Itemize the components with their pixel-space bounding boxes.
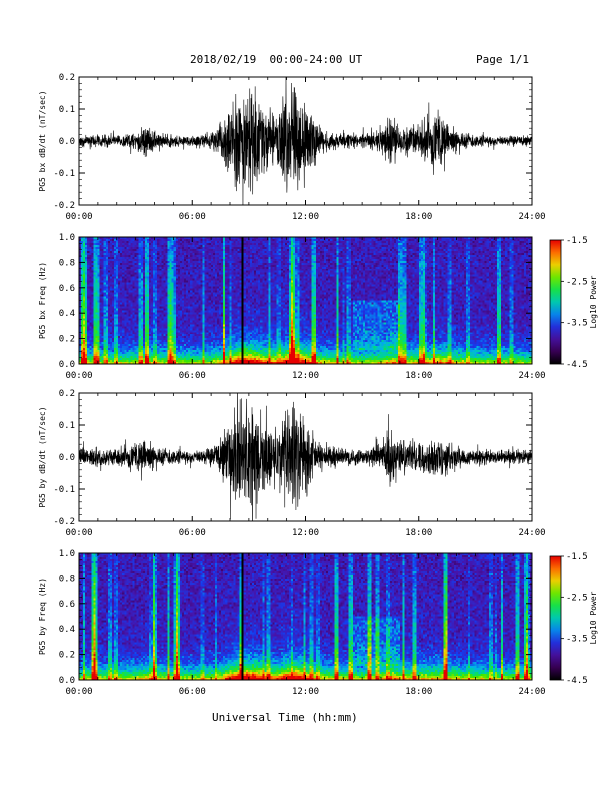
x-tick-label: 12:00: [292, 371, 319, 381]
x-tick-label: 12:00: [292, 528, 319, 538]
y-axis-label: PG5 by Freq (Hz): [38, 578, 47, 655]
x-tick-label: 00:00: [65, 528, 92, 538]
y-tick-label: 0.2: [59, 335, 75, 345]
y-axis-label: PG5 by dB/dt (nT/sec): [38, 406, 47, 507]
x-tick-label: 18:00: [405, 371, 432, 381]
y-tick-label: 0.6: [59, 600, 75, 610]
y-tick-label: 0.6: [59, 284, 75, 294]
y-tick-label: 0.1: [59, 421, 75, 431]
x-tick-label: 24:00: [518, 371, 545, 381]
x-tick-label: 06:00: [179, 528, 206, 538]
y-tick-label: 1.0: [59, 549, 75, 559]
colorbar: [549, 239, 562, 365]
y-tick-label: -0.2: [53, 201, 75, 211]
panel-1: -0.2 -0.1 0.0 0.1 0.2: [53, 73, 533, 211]
colorbar-label: Log10 Power: [589, 275, 598, 328]
y-axis-label: PG5 bx dB/dt (nT/sec): [38, 90, 47, 191]
y-tick-label: 1.0: [59, 233, 75, 243]
x-tick-label: 24:00: [518, 687, 545, 697]
x-tick-label: 18:00: [405, 528, 432, 538]
x-tick-label: 06:00: [179, 687, 206, 697]
panel-2: 0.0 0.2 0.4 0.6 0.8 1.0 -1.5 -2.5 -3.5 -4.5 Log10 …: [59, 233, 598, 370]
y-tick-label: 0.2: [59, 651, 75, 661]
x-tick-label: 12:00: [292, 687, 319, 697]
y-tick-label: 0.8: [59, 574, 75, 584]
y-tick-label: 0.8: [59, 258, 75, 268]
x-tick-label: 00:00: [65, 371, 92, 381]
colorbar-tick-label: -4.5: [566, 360, 588, 370]
y-axis-label: PG5 bx Freq (Hz): [38, 262, 47, 339]
x-tick-label: 18:00: [405, 212, 432, 222]
colorbar-tick-label: -3.5: [566, 635, 588, 645]
y-tick-label: 0.0: [59, 453, 75, 463]
x-tick-label: 18:00: [405, 687, 432, 697]
plot-date-range-title: 2018/02/19 00:00-24:00 UT: [190, 53, 363, 66]
y-tick-label: 0.2: [59, 389, 75, 399]
spectrogram-image: [79, 553, 532, 680]
colorbar-tick-label: -1.5: [566, 236, 588, 246]
y-tick-label: -0.2: [53, 517, 75, 527]
y-tick-label: -0.1: [53, 169, 75, 179]
y-tick-label: 0.0: [59, 360, 75, 370]
x-tick-label: 24:00: [518, 528, 545, 538]
y-tick-label: 0.2: [59, 73, 75, 83]
x-tick-label: 06:00: [179, 371, 206, 381]
colorbar-tick-label: -4.5: [566, 676, 588, 686]
x-tick-label: 24:00: [518, 212, 545, 222]
x-tick-label: 06:00: [179, 212, 206, 222]
x-tick-label: 00:00: [65, 212, 92, 222]
y-tick-label: 0.0: [59, 137, 75, 147]
y-tick-label: 0.4: [59, 625, 75, 635]
colorbar: [549, 555, 562, 681]
y-tick-label: -0.1: [53, 485, 75, 495]
colorbar-tick-label: -1.5: [566, 552, 588, 562]
x-tick-label: 12:00: [292, 212, 319, 222]
colorbar-tick-label: -3.5: [566, 319, 588, 329]
colorbar-tick-label: -2.5: [566, 593, 588, 603]
y-tick-label: 0.1: [59, 105, 75, 115]
x-tick-label: 00:00: [65, 687, 92, 697]
colorbar-label: Log10 Power: [589, 591, 598, 644]
panel-4: 0.0 0.2 0.4 0.6 0.8 1.0 -1.5 -2.5 -3.5 -4.5 Log10 …: [59, 549, 598, 686]
series-trace: [79, 77, 532, 205]
spectrogram-image: [79, 237, 532, 364]
x-axis-title: Universal Time (hh:mm): [212, 711, 358, 724]
colorbar-tick-label: -2.5: [566, 277, 588, 287]
page-number-label: Page 1/1: [476, 53, 529, 66]
y-tick-label: 0.0: [59, 676, 75, 686]
y-tick-label: 0.4: [59, 309, 75, 319]
series-trace: [79, 393, 532, 521]
